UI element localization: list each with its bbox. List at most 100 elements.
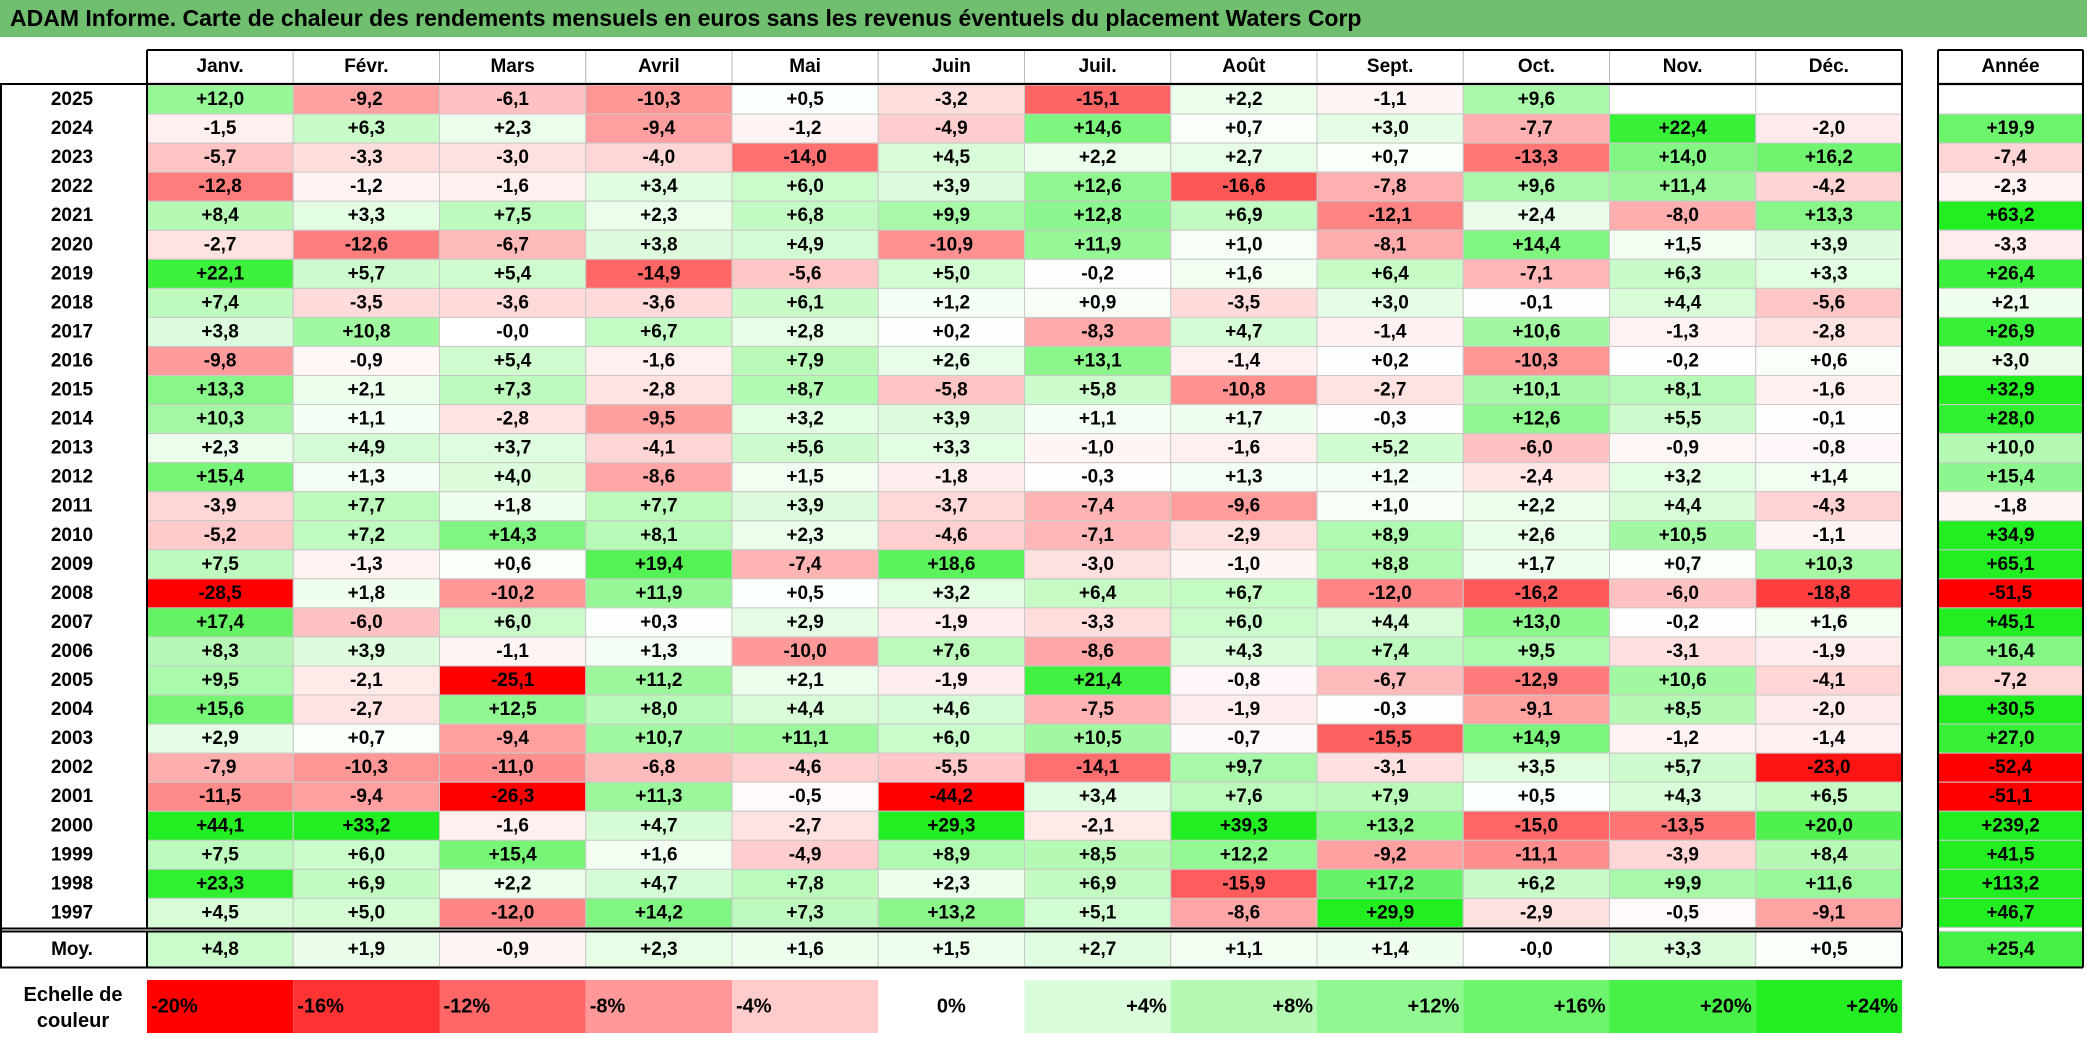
heatmap-cell-value: -5,6: [1813, 292, 1846, 313]
heatmap-cell-value: -5,7: [204, 147, 237, 168]
heatmap-cell-value: -5,8: [935, 380, 968, 401]
heatmap-cell-value: +3,9: [933, 176, 971, 197]
heatmap-cell-value: +6,0: [348, 844, 386, 865]
heatmap-cell-value: +2,6: [933, 350, 971, 371]
heatmap-cell: [1170, 607, 1318, 638]
year-label: 2008: [51, 583, 93, 604]
heatmap-cell: [877, 781, 1025, 812]
heatmap-cell-value: +1,3: [1225, 467, 1263, 488]
heatmap-cell-value: +39,3: [1220, 815, 1268, 836]
year-label: 2023: [51, 147, 93, 168]
heatmap-cell: [292, 723, 440, 754]
annual-cell: [1937, 868, 2084, 899]
heatmap-cell: [292, 404, 440, 435]
average-annual-value: +25,4: [1986, 939, 2035, 960]
annual-cell-value: +113,2: [1982, 873, 2040, 894]
heatmap-cell: [292, 345, 440, 377]
heatmap-cell-value: -2,7: [204, 234, 237, 255]
heatmap-cell-value: +13,0: [1512, 612, 1560, 633]
heatmap-cell-value: +5,6: [786, 438, 824, 459]
heatmap-cell-value: +1,6: [1810, 612, 1848, 633]
heatmap-cell-value: +4,0: [494, 467, 532, 488]
annual-cell-value: -51,1: [1989, 786, 2033, 807]
heatmap-cell-value: -3,0: [496, 147, 529, 168]
heatmap-cell: [877, 345, 1025, 377]
heatmap-cell-value: +11,2: [635, 670, 682, 691]
heatmap-cell-value: +33,2: [342, 815, 390, 836]
heatmap-cell: [731, 868, 879, 899]
average-cell-value: +1,5: [933, 939, 971, 960]
heatmap-cell-value: -6,8: [643, 757, 676, 778]
heatmap-cell-value: +12,8: [1074, 205, 1122, 226]
heatmap-cell-value: -12,8: [198, 176, 241, 197]
heatmap-cell-value: +4,4: [1371, 612, 1409, 633]
heatmap-cell-value: -12,9: [1515, 670, 1558, 691]
heatmap-cell: [146, 636, 294, 667]
heatmap-cell-value: -1,9: [1813, 641, 1846, 662]
heatmap-cell: [1462, 578, 1610, 609]
heatmap-cell: [877, 200, 1025, 231]
heatmap-cell-value: -16,6: [1222, 176, 1265, 197]
annual-cell: [1937, 462, 2084, 493]
heatmap-cell-value: +1,1: [348, 409, 386, 430]
heatmap-cell-value: +0,7: [1664, 554, 1702, 575]
heatmap-cell-value: +5,8: [1079, 380, 1117, 401]
heatmap-cell-value: -9,4: [643, 118, 676, 139]
heatmap-cell-value: -10,3: [1515, 350, 1558, 371]
heatmap-cell: [292, 665, 440, 696]
heatmap-cell: [1609, 665, 1757, 696]
annual-cell: [1937, 142, 2084, 173]
heatmap-cell: [1609, 839, 1757, 870]
average-cell-value: +1,1: [1225, 939, 1263, 960]
heatmap-cell-value: -2,9: [1228, 525, 1261, 546]
annual-cell-value: +34,9: [1986, 525, 2034, 546]
average-cell-value: +0,5: [1810, 939, 1848, 960]
heatmap-cell: [1170, 171, 1318, 202]
heatmap-cell-value: -14,0: [783, 147, 826, 168]
heatmap-cell-value: +1,1: [1079, 409, 1117, 430]
annual-cell-value: -51,5: [1989, 583, 2033, 604]
heatmap-cell-value: +7,6: [933, 641, 971, 662]
heatmap-cell-value: +3,9: [933, 409, 971, 430]
heatmap-cell: [877, 665, 1025, 696]
year-label: 2024: [51, 118, 94, 139]
heatmap-cell-value: +3,7: [494, 438, 532, 459]
heatmap-cell-value: +0,7: [1225, 118, 1263, 139]
month-header-label: Nov.: [1663, 56, 1703, 77]
heatmap-cell-value: -9,1: [1520, 699, 1553, 720]
heatmap-cell: [1024, 433, 1172, 464]
annual-header-cell: [1937, 49, 2084, 84]
heatmap-cell: [1755, 84, 1903, 115]
heatmap-cell-value: +3,8: [201, 321, 239, 342]
average-cell-value: -0,0: [1520, 939, 1553, 960]
annual-cell-value: +15,4: [1986, 467, 2035, 488]
heatmap-cell-value: +16,2: [1805, 147, 1853, 168]
heatmap-cell-value: +11,9: [635, 583, 682, 604]
heatmap-cell: [146, 200, 294, 231]
heatmap-cell-value: +6,0: [1225, 612, 1263, 633]
heatmap-cell-value: +7,3: [494, 380, 532, 401]
annual-cell-value: -52,4: [1989, 757, 2033, 778]
heatmap-cell: [1609, 433, 1757, 464]
heatmap-cell: [1755, 200, 1903, 231]
heatmap-cell-value: +0,3: [640, 612, 678, 633]
heatmap-cell-value: +4,7: [640, 815, 678, 836]
heatmap-cell: [1316, 171, 1464, 202]
heatmap-cell: [1609, 375, 1757, 406]
heatmap-cell-value: -7,4: [1081, 496, 1114, 517]
heatmap-cell-value: -15,1: [1076, 89, 1120, 110]
month-header-label: Oct.: [1518, 56, 1555, 77]
heatmap-cell-value: -0,0: [496, 321, 529, 342]
heatmap-cell-value: -4,1: [643, 438, 676, 459]
heatmap-cell: [1170, 752, 1318, 783]
heatmap-cell-value: +3,3: [933, 438, 971, 459]
month-header-cell: [877, 49, 1025, 84]
year-label: 2021: [51, 205, 94, 226]
heatmap-cell-value: +0,9: [1079, 292, 1117, 313]
scale-swatch: [439, 980, 586, 1033]
heatmap-cell: [1462, 433, 1610, 464]
heatmap-cell: [439, 723, 587, 754]
heatmap-cell: [731, 433, 879, 464]
heatmap-cell: [1462, 200, 1610, 231]
heatmap-cell: [1024, 897, 1172, 928]
